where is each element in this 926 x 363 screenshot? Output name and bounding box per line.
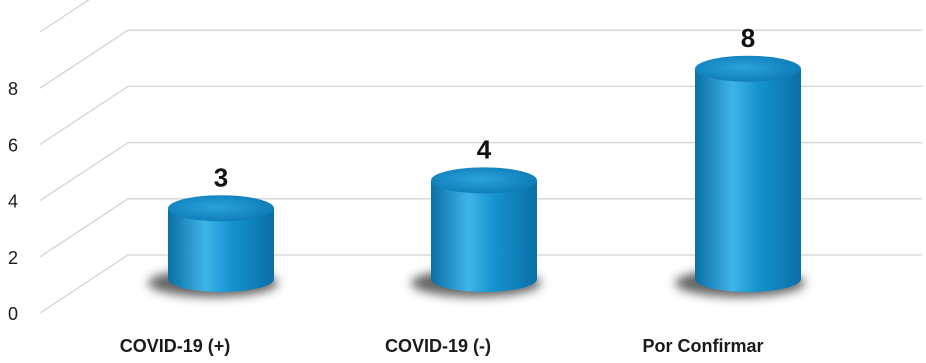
bar-top (431, 167, 537, 194)
y-tick-label: 6 (8, 135, 18, 155)
x-category-label: Por Confirmar (642, 336, 763, 356)
x-category-label: COVID-19 (-) (385, 336, 491, 356)
x-axis-categories: COVID-19 (+) COVID-19 (-) Por Confirmar (120, 336, 764, 356)
bar-top (695, 55, 801, 82)
bar (695, 68, 801, 292)
data-label: 4 (477, 134, 492, 164)
bars (148, 55, 805, 297)
gridline (39, 198, 922, 258)
y-tick-label: 4 (8, 192, 18, 212)
gridlines (39, 0, 922, 314)
x-category-label: COVID-19 (+) (120, 336, 231, 356)
gridline (39, 141, 922, 202)
gridline (39, 29, 922, 89)
data-label: 8 (741, 23, 755, 53)
gridline (39, 254, 922, 314)
data-label: 3 (214, 162, 228, 192)
y-tick-label: 8 (8, 79, 18, 99)
y-tick-label: 0 (8, 304, 18, 324)
y-axis-ticks: 0 2 4 6 8 (8, 79, 18, 324)
bar-top (168, 195, 274, 222)
gridline (39, 0, 90, 33)
gridline (39, 85, 922, 145)
data-labels: 3 4 8 (214, 23, 755, 193)
y-tick-label: 2 (8, 248, 18, 268)
bar (168, 208, 274, 292)
bar (431, 180, 537, 292)
